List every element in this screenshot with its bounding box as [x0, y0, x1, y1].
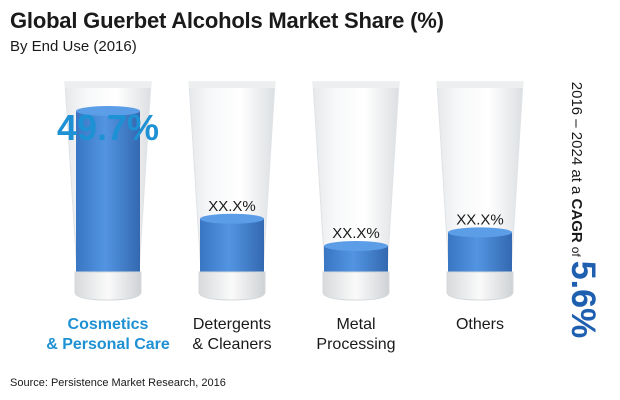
tube-cap	[446, 271, 514, 301]
bar-fill-top	[448, 227, 512, 238]
source-note: Source: Persistence Market Research, 201…	[10, 377, 226, 389]
category-label-line: Processing	[316, 336, 396, 353]
bar-fill	[76, 111, 140, 281]
category-label-line: Cosmetics	[67, 316, 149, 333]
tube-crimp	[437, 82, 523, 88]
cagr-period: 2016 – 2024 at a CAGR	[568, 81, 585, 243]
category-label-line: Metal	[336, 316, 376, 333]
data-label: XX.X%	[208, 198, 256, 215]
tube-cap	[74, 271, 142, 301]
data-label: XX.X%	[332, 225, 380, 242]
cagr-of: of	[569, 246, 583, 257]
category-label-line: & Cleaners	[192, 336, 272, 353]
chart-title: Global Guerbet Alcohols Market Share (%)	[10, 8, 444, 33]
tube-3: XX.X%	[312, 81, 400, 301]
category-label: Cosmetics & Personal Care	[33, 315, 183, 355]
bar-fill-top	[200, 213, 264, 224]
bar-fill-top	[324, 241, 388, 251]
cagr-callout: 2016 – 2024 at a CAGR of 5.6%	[562, 60, 602, 360]
cagr-value: 5.6%	[564, 260, 602, 339]
tube-cap	[198, 271, 266, 301]
category-label: Detergents & Cleaners	[157, 315, 307, 355]
tube-crimp	[189, 82, 275, 88]
tube-crimp	[65, 82, 151, 88]
category-label: Metal Processing	[281, 315, 431, 355]
chart-subtitle: By End Use (2016)	[10, 38, 137, 55]
tube-2: XX.X%	[188, 81, 276, 301]
data-label: 49.7%	[57, 107, 159, 148]
tube-cap	[322, 271, 390, 301]
tube-4: XX.X%	[436, 81, 524, 301]
tube-crimp	[313, 82, 399, 88]
category-label-line: Detergents	[192, 316, 272, 333]
bar-fill	[200, 218, 264, 280]
category-label-line: & Personal Care	[46, 336, 170, 353]
category-label-line: Others	[455, 316, 504, 333]
category-label: Others	[405, 315, 555, 335]
tube-1: 49.7%	[57, 81, 159, 301]
bar-fill-top	[76, 106, 140, 117]
data-label: XX.X%	[456, 211, 504, 228]
